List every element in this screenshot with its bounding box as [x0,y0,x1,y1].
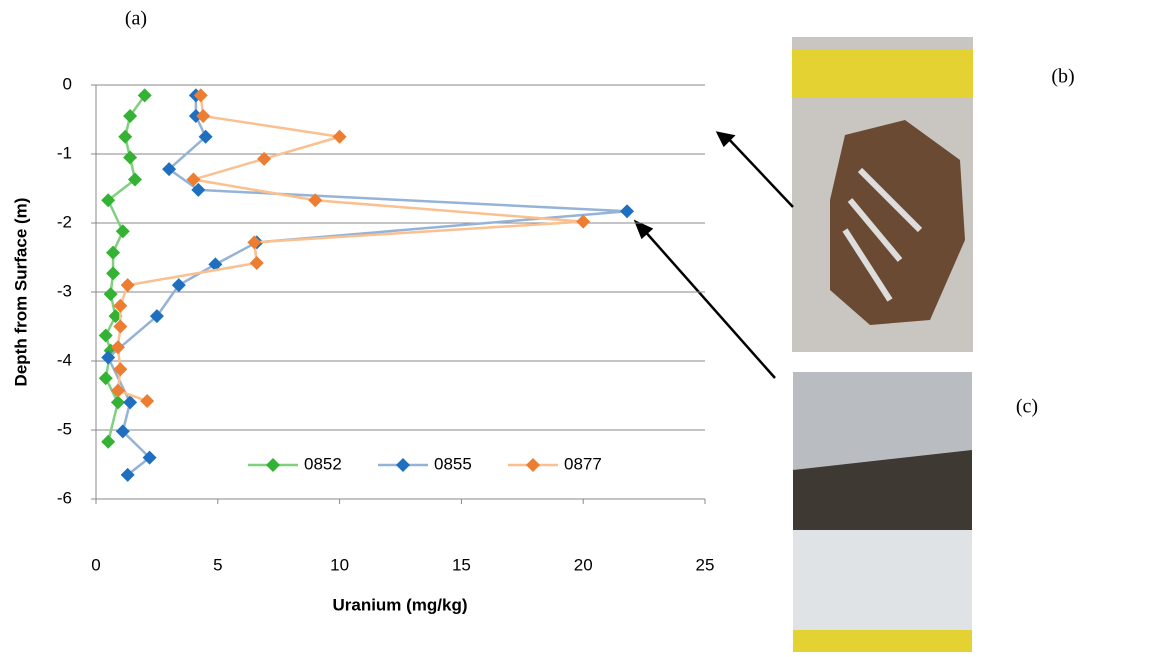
figure: (a) (b) (c) Uranium (mg/kg) Depth from S… [0,0,1173,657]
marker [101,435,115,449]
marker [266,458,280,472]
series-line [108,95,627,475]
x-tick-label: 10 [330,555,349,574]
y-tick-label: -2 [57,212,72,231]
panel-label: (c) [1016,396,1038,418]
legend-label: 0852 [304,454,342,473]
legend-label: 0855 [434,454,472,473]
x-tick-label: 25 [696,555,715,574]
legend-label: 0877 [564,454,602,473]
marker [333,130,347,144]
y-tick-label: -1 [57,143,72,162]
page: {"chart_data": {"type": "line", "panel_l… [0,0,1173,657]
x-tick-label: 20 [574,555,593,574]
x-axis-title: Uranium (mg/kg) [332,595,467,614]
marker [396,458,410,472]
marker [140,394,154,408]
y-tick-label: -3 [57,281,72,300]
x-tick-label: 15 [452,555,471,574]
y-tick-label: -6 [57,488,72,507]
series-line [118,95,583,401]
x-tick-label: 0 [91,555,100,574]
y-tick-label: -4 [57,350,72,369]
marker [99,328,113,342]
panel-label: (b) [1051,66,1074,88]
arrows [636,133,793,378]
marker [250,256,264,270]
marker [620,204,634,218]
marker [121,278,135,292]
marker [526,458,540,472]
marker [106,266,120,280]
y-tick-label: 0 [63,74,72,93]
x-tick-label: 5 [213,555,222,574]
marker [106,246,120,260]
panel-label: (a) [125,8,147,30]
marker [104,287,118,301]
photo-c [793,372,972,652]
marker [99,371,113,385]
y-axis-title: Depth from Surface (m) [11,198,30,387]
marker [116,224,130,238]
photo-b [792,37,973,352]
marker [118,130,132,144]
y-tick-label: -5 [57,419,72,438]
marker [123,150,137,164]
marker [576,215,590,229]
